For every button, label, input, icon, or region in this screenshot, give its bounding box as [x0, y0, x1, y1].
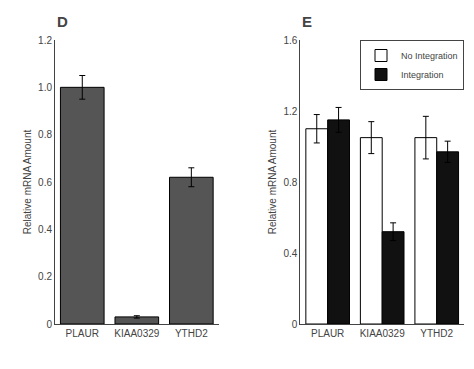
- svg-text:D: D: [57, 13, 68, 30]
- svg-text:0: 0: [292, 319, 298, 330]
- svg-text:PLAUR: PLAUR: [66, 328, 99, 339]
- svg-text:0.8: 0.8: [38, 129, 52, 140]
- svg-text:No Integration: No Integration: [401, 51, 458, 61]
- svg-text:YTHD2: YTHD2: [420, 328, 453, 339]
- svg-text:E: E: [302, 13, 312, 30]
- svg-text:YTHD2: YTHD2: [175, 328, 208, 339]
- svg-text:Relative mRNA Amount: Relative mRNA Amount: [22, 130, 33, 235]
- svg-text:Integration: Integration: [401, 70, 444, 80]
- svg-text:KIAA0329: KIAA0329: [114, 328, 159, 339]
- svg-text:PLAUR: PLAUR: [311, 328, 344, 339]
- svg-text:1.0: 1.0: [38, 82, 52, 93]
- svg-text:1.6: 1.6: [283, 35, 297, 46]
- svg-text:0.4: 0.4: [283, 248, 297, 259]
- svg-text:0.6: 0.6: [38, 177, 52, 188]
- svg-text:1.2: 1.2: [283, 106, 297, 117]
- svg-text:1.2: 1.2: [38, 35, 52, 46]
- svg-text:0.4: 0.4: [38, 224, 52, 235]
- svg-text:0.2: 0.2: [38, 271, 52, 282]
- svg-text:0.8: 0.8: [283, 177, 297, 188]
- svg-text:Relative mRNA Amount: Relative mRNA Amount: [267, 130, 278, 235]
- svg-text:KIAA0329: KIAA0329: [360, 328, 405, 339]
- svg-text:0: 0: [46, 319, 52, 330]
